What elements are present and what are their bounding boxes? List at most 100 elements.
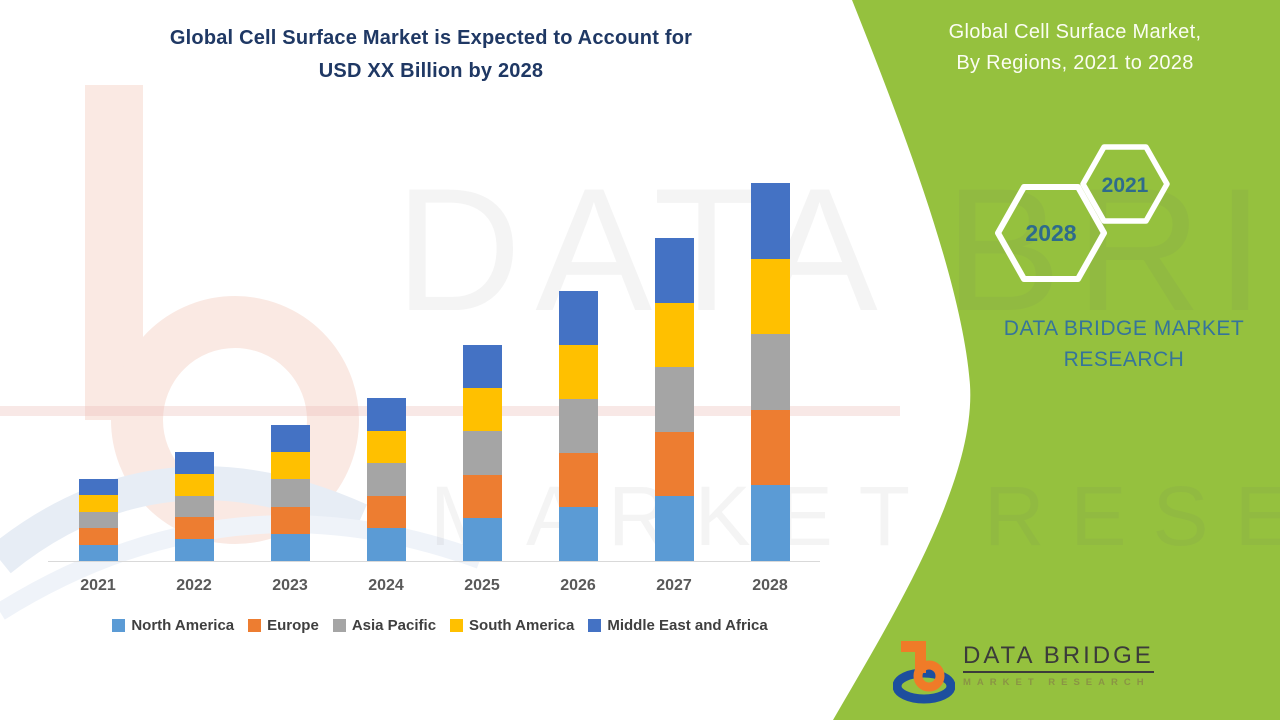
brand-text-line1: DATA BRIDGE MARKET [1003,317,1245,340]
brand-text-line2: RESEARCH [1063,348,1185,371]
legend-swatch-middle-east-and-africa [588,619,602,632]
bar-2023 [270,425,310,561]
legend-item-north-america: North America [112,617,234,634]
hexagon-2028 [995,184,1107,282]
hexagon-2021-label: 2021 [1101,174,1149,197]
hexagon-2028-label: 2028 [1025,220,1077,246]
hexagon-2021 [1080,144,1170,224]
bar-segment-middle-east-and-africa-2022 [174,452,214,474]
bar-segment-europe-2028 [750,409,790,486]
bar-segment-asia-pacific-2021 [78,511,118,529]
legend-label-south-america: South America [469,617,575,634]
pink-band-watermark [0,406,900,416]
bar-segment-asia-pacific-2023 [270,479,310,507]
bar-segment-europe-2022 [174,517,214,540]
right-panel-heading-line1: Global Cell Surface Market, [948,21,1202,43]
bar-segment-middle-east-and-africa-2028 [750,183,790,259]
bar-segment-south-america-2021 [78,495,118,512]
bar-segment-north-america-2028 [750,485,790,561]
chart-title-line2: USD XX Billion by 2028 [318,60,544,82]
bar-segment-north-america-2023 [270,533,310,561]
brand-text: DATA BRIDGE MARKET RESEARCH [964,313,1280,375]
bar-segment-south-america-2025 [462,388,502,432]
x-axis-label-2028: 2028 [752,577,788,594]
data-bridge-logo-mark [893,641,955,704]
bar-segment-asia-pacific-2022 [174,495,214,518]
right-panel-heading: Global Cell Surface Market, By Regions, … [895,17,1255,79]
legend-swatch-europe [248,619,262,632]
chart-title-line1: Global Cell Surface Market is Expected t… [169,27,693,49]
bar-segment-europe-2021 [78,528,118,545]
bar-segment-middle-east-and-africa-2024 [366,398,406,431]
logo-orange-bar [901,641,916,652]
legend-item-south-america: South America [450,617,574,634]
bar-segment-north-america-2025 [462,517,502,561]
legend-swatch-north-america [112,619,126,632]
bar-segment-asia-pacific-2026 [558,399,598,453]
legend-label-north-america: North America [131,617,235,634]
bar-segment-south-america-2027 [654,302,694,368]
bar-2027 [654,238,694,561]
logo-orange-bowl [913,660,945,692]
x-axis-label-2022: 2022 [176,577,212,594]
bar-segment-south-america-2024 [366,430,406,464]
bar-segment-middle-east-and-africa-2023 [270,425,310,453]
bar-2026 [558,291,598,561]
bar-segment-north-america-2027 [654,496,694,561]
legend-item-europe: Europe [248,617,319,634]
bar-segment-north-america-2026 [558,507,598,561]
bar-segment-north-america-2021 [78,544,118,561]
bar-segment-middle-east-and-africa-2025 [462,345,502,389]
right-panel-heading-line2: By Regions, 2021 to 2028 [956,52,1194,74]
legend-item-asia-pacific: Asia Pacific [332,617,437,634]
bar-segment-europe-2025 [462,474,502,518]
x-axis-line [48,561,820,562]
footer-logo-text: DATA BRIDGE MARKET RESEARCH [963,636,1154,688]
legend-label-europe: Europe [267,617,319,634]
x-axis-label-2027: 2027 [656,577,692,594]
bar-segment-south-america-2022 [174,473,214,496]
bar-segment-middle-east-and-africa-2027 [654,238,694,303]
bar-segment-south-america-2026 [558,345,598,399]
x-axis-label-2021: 2021 [80,577,116,594]
bar-2021 [78,479,118,561]
bar-2022 [174,452,214,561]
chart-legend: North America Europe Asia Pacific South Ame… [40,617,840,634]
bar-segment-north-america-2022 [174,539,214,561]
logo-orange-stem [915,641,926,673]
legend-swatch-south-america [450,619,464,632]
bar-segment-asia-pacific-2027 [654,367,694,432]
legend-label-middle-east-and-africa: Middle East and Africa [607,617,768,634]
x-axis-label-2026: 2026 [560,577,596,594]
bar-segment-south-america-2023 [270,452,310,480]
legend-item-middle-east-and-africa: Middle East and Africa [588,617,768,634]
footer-logo: DATA BRIDGE MARKET RESEARCH [893,636,1154,704]
bar-segment-asia-pacific-2025 [462,431,502,475]
bar-2024 [366,398,406,561]
footer-logo-name: DATA BRIDGE [963,642,1154,669]
green-panel-shape [833,0,1280,720]
legend-swatch-asia-pacific [332,619,346,632]
footer-logo-rule [963,671,1154,673]
bar-segment-north-america-2024 [366,528,406,561]
bar-segment-middle-east-and-africa-2026 [558,291,598,345]
bar-segment-asia-pacific-2028 [750,334,790,410]
x-axis-label-2024: 2024 [368,577,404,594]
bar-2028 [750,183,790,561]
bar-segment-europe-2023 [270,506,310,534]
bar-segment-middle-east-and-africa-2021 [78,479,118,496]
bar-segment-asia-pacific-2024 [366,463,406,496]
x-axis-label-2025: 2025 [464,577,500,594]
x-axis-label-2023: 2023 [272,577,308,594]
bar-segment-europe-2024 [366,495,406,529]
footer-logo-subtitle: MARKET RESEARCH [963,677,1150,688]
bar-segment-europe-2027 [654,431,694,497]
bar-2025 [462,345,502,561]
bar-segment-europe-2026 [558,453,598,507]
legend-label-asia-pacific: Asia Pacific [351,617,437,634]
chart-title: Global Cell Surface Market is Expected t… [75,22,787,88]
bar-segment-south-america-2028 [750,258,790,335]
